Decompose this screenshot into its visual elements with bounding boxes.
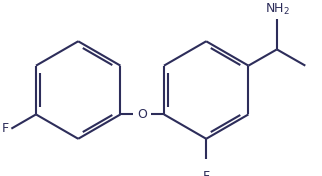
Text: F: F xyxy=(2,122,9,135)
Text: O: O xyxy=(137,108,147,121)
Text: F: F xyxy=(203,170,210,176)
Text: NH$_2$: NH$_2$ xyxy=(265,2,290,17)
